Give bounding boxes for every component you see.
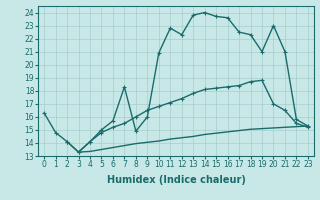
X-axis label: Humidex (Indice chaleur): Humidex (Indice chaleur) [107, 175, 245, 185]
